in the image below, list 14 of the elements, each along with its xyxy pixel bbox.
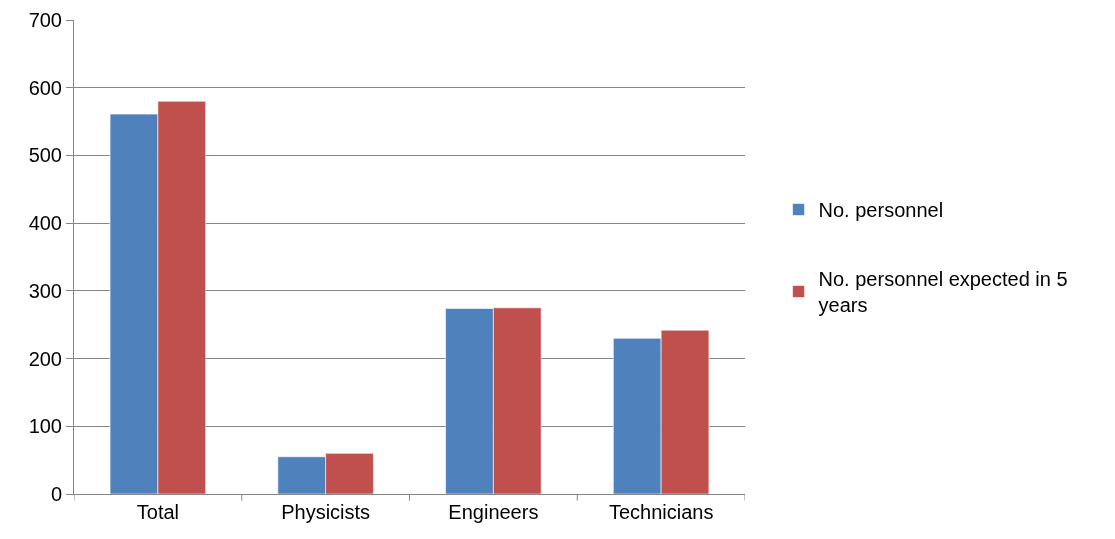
legend-label: No. personnel xyxy=(818,199,944,222)
y-tick-label: 600 xyxy=(28,76,62,99)
legend-label: No. personnel expected in 5 years xyxy=(818,268,1068,317)
x-tick-label: Total xyxy=(136,501,180,523)
y-tick-label: 200 xyxy=(28,347,62,370)
y-tick-label: 700 xyxy=(28,9,62,31)
y-tick-label: 400 xyxy=(28,212,62,235)
x-tick-label: Physicists xyxy=(281,501,371,523)
y-tick-label: 500 xyxy=(28,144,62,167)
y-tick-label: 300 xyxy=(28,279,62,302)
x-tick-label: Technicians xyxy=(608,501,714,523)
y-tick-label: 0 xyxy=(50,483,62,505)
y-tick-label: 100 xyxy=(28,415,62,438)
x-tick-label: Engineers xyxy=(448,501,539,523)
